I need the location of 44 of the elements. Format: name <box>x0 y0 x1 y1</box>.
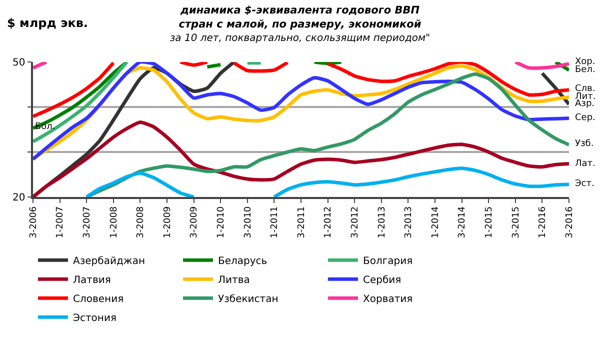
legend-label: Хорватия <box>363 294 413 305</box>
annotation: Хор. <box>575 57 596 67</box>
x-tick-label: 3-2012 <box>350 206 361 238</box>
x-tick-label: 1-2014 <box>430 206 441 238</box>
legend-label: Узбекистан <box>218 294 278 305</box>
x-tick-label: 1-2009 <box>162 206 173 238</box>
x-tick-label: 1-2011 <box>270 206 280 238</box>
x-tick-label: 3-2009 <box>190 206 200 238</box>
x-tick-label: 3-2014 <box>458 206 468 238</box>
x-tick-label: 1-2007 <box>56 206 66 238</box>
x-tick-label: 3-2011 <box>296 206 307 238</box>
annotation: Бел. <box>575 65 596 75</box>
annotation: Слв. <box>575 84 596 94</box>
x-tick-label: 1-2012 <box>324 206 334 238</box>
x-tick-label: 1-2013 <box>377 206 388 238</box>
annotation: Узб. <box>575 139 594 149</box>
x-tick-label: 3-2015 <box>511 206 522 238</box>
y-tick-label: 20 <box>12 192 26 204</box>
x-tick-label: 1-2010 <box>216 206 227 238</box>
x-tick-label: 1-2015 <box>484 206 495 238</box>
x-tick-label: 3-2010 <box>243 206 254 238</box>
x-tick-label: 3-2007 <box>82 206 93 238</box>
chart-title: динамика $-эквивалента годового ВВП стран с малой, по размеру, экономикой <box>178 4 422 30</box>
x-tick-label: 3-2013 <box>404 206 414 238</box>
annotation: Сер. <box>575 113 596 123</box>
legend-label: Латвия <box>73 275 111 286</box>
legend-label: Эстония <box>73 313 116 324</box>
x-tick-label: 1-2008 <box>109 206 120 238</box>
annotation: Эст. <box>575 179 594 189</box>
x-tick-label: 3-2008 <box>136 206 146 238</box>
legend-label: Болгария <box>363 256 413 267</box>
y-tick-label: 50 <box>12 58 26 68</box>
x-tick-label: 3-2006 <box>28 206 39 238</box>
annotation: Азр. <box>575 99 595 109</box>
chart-subtitle: за 10 лет, поквартально, скользящим периодом" <box>170 33 430 44</box>
x-tick-label: 3-2016 <box>564 206 575 238</box>
annotation: Лат. <box>575 159 596 169</box>
legend-label: Азербайджан <box>73 256 146 267</box>
y-axis-title: $ млрд экв. <box>7 16 88 30</box>
legend-label: Беларусь <box>218 256 268 267</box>
x-tick-label: 1-2016 <box>538 206 548 238</box>
legend-label: Сербия <box>363 275 402 286</box>
legend-label: Словения <box>73 294 124 305</box>
legend-label: Литва <box>218 275 250 286</box>
